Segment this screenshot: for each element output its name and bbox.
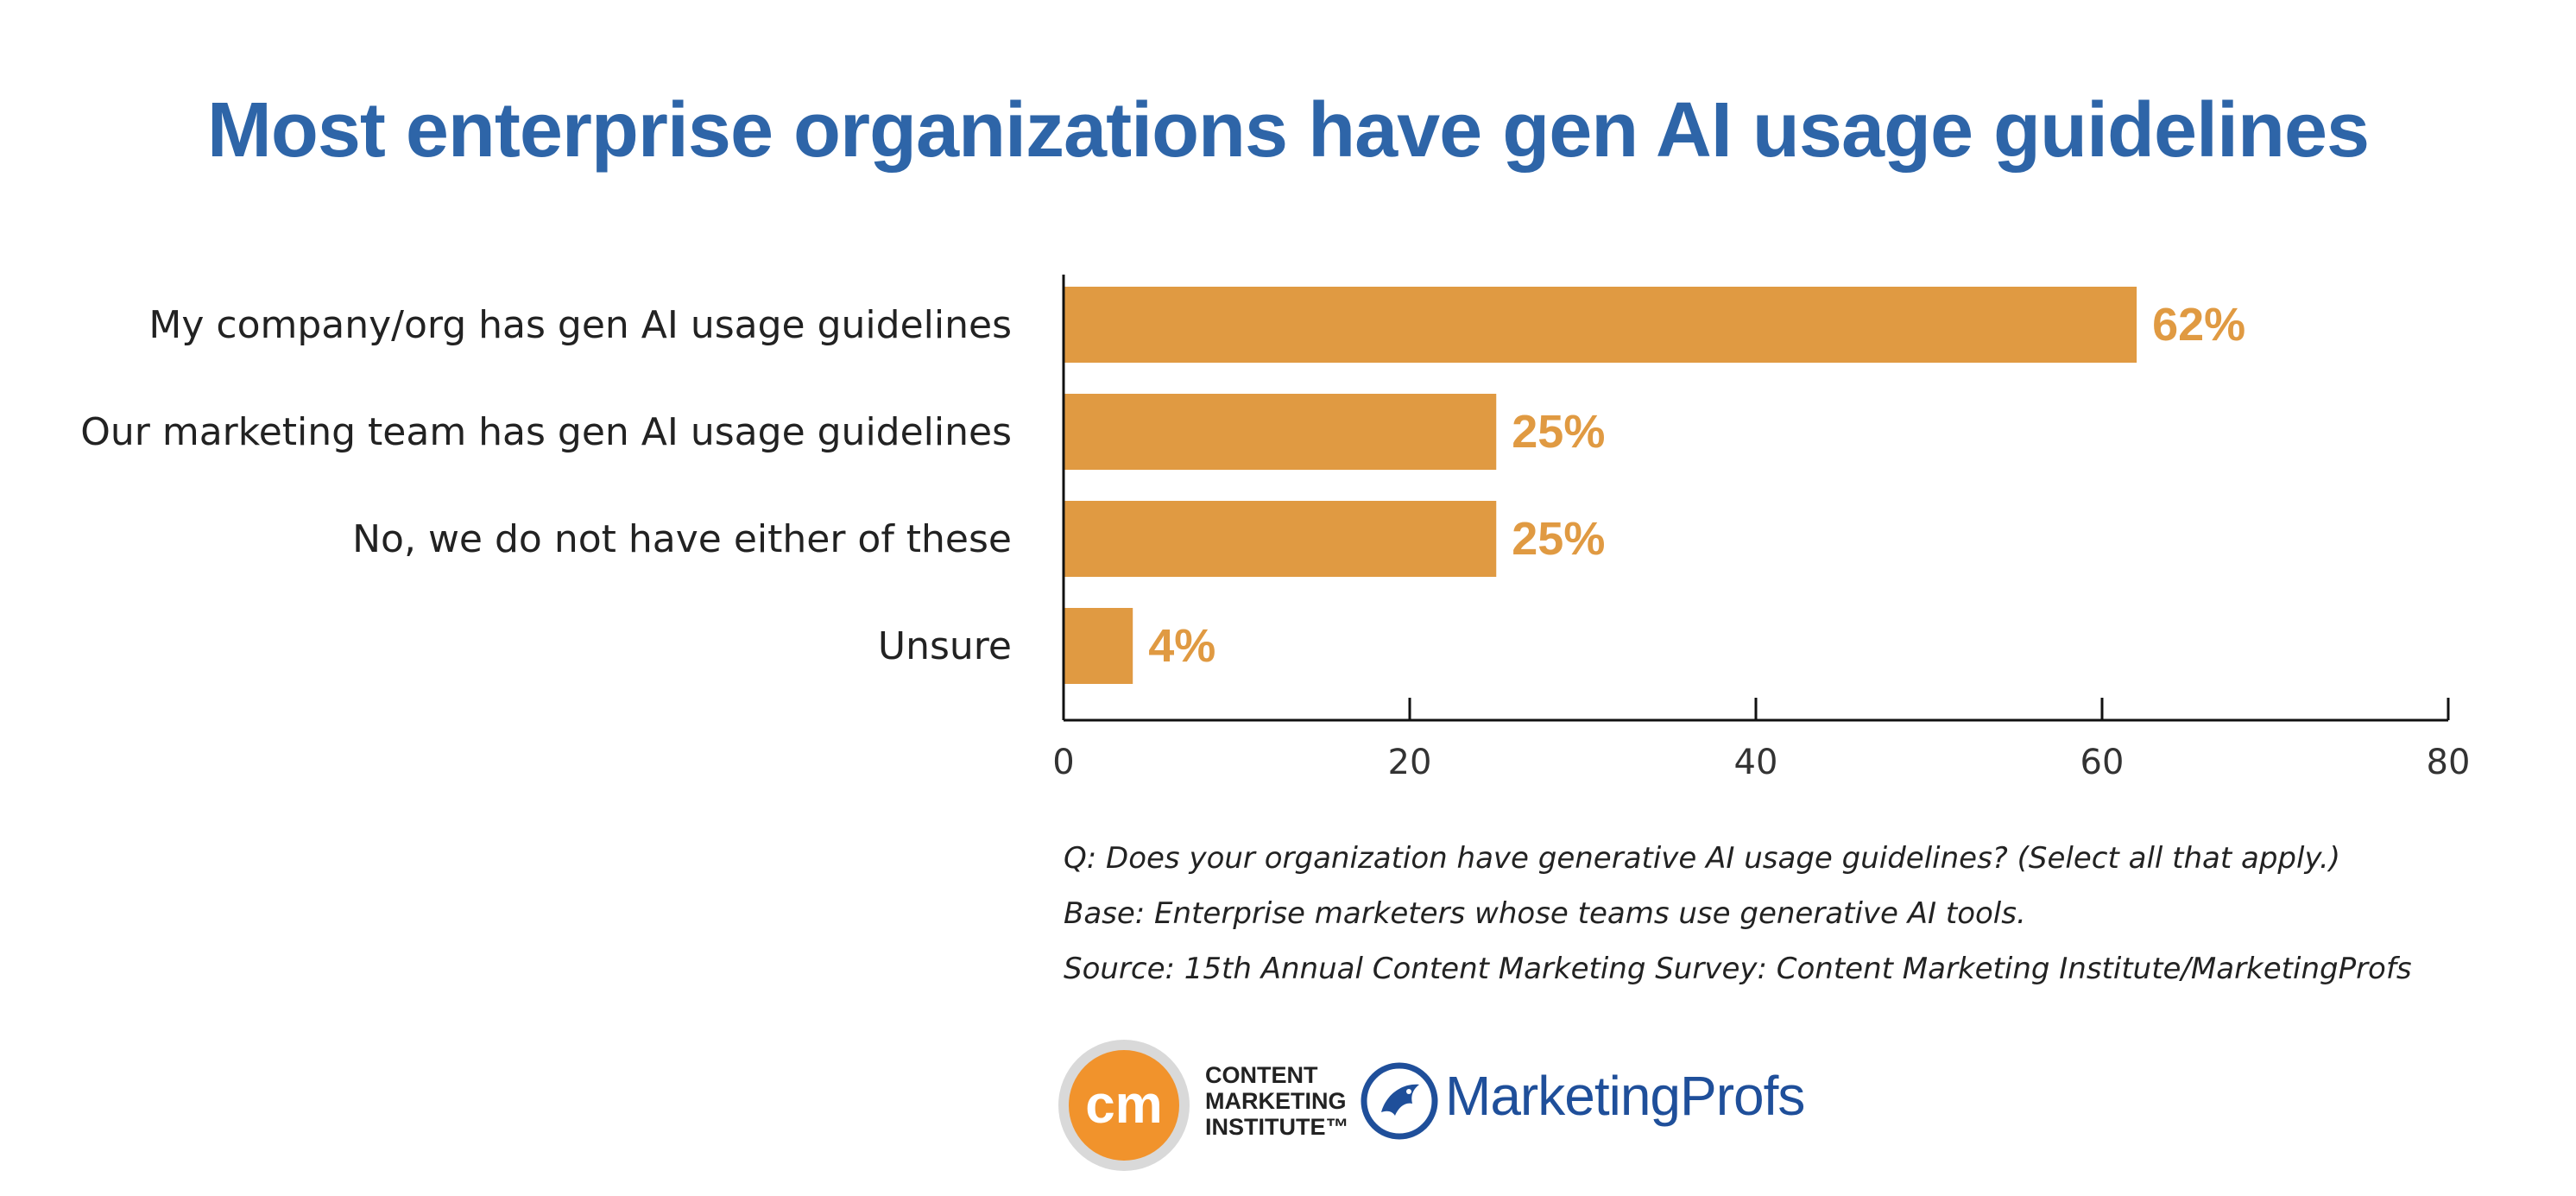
marketingprofs-bird-icon — [1361, 1062, 1438, 1140]
note-base: Base: Enterprise marketers whose teams u… — [1064, 896, 2026, 931]
x-tick-label: 60 — [2080, 743, 2125, 782]
category-label: My company/org has gen AI usage guidelin… — [148, 303, 1012, 347]
bar — [1064, 608, 1133, 684]
category-label: Our marketing team has gen AI usage guid… — [80, 410, 1012, 454]
note-source: Source: 15th Annual Content Marketing Su… — [1064, 952, 2412, 986]
chart-notes: Q: Does your organization have generativ… — [1064, 831, 2412, 997]
x-tick-label: 80 — [2427, 743, 2471, 782]
bar — [1064, 287, 2137, 363]
logos: cm CONTENT MARKETING INSTITUTE™ Marketin… — [1055, 1036, 1832, 1174]
value-label: 25% — [1512, 406, 1605, 458]
cmi-logo-icon: cm — [1058, 1040, 1190, 1171]
bar-chart: My company/org has gen AI usage guidelin… — [80, 275, 2471, 782]
category-label: No, we do not have either of these — [352, 517, 1012, 561]
value-label: 62% — [2152, 299, 2245, 351]
x-tick-label: 40 — [1734, 743, 1778, 782]
value-label: 4% — [1148, 620, 1215, 672]
note-question: Q: Does your organization have generativ… — [1064, 841, 2340, 876]
cmi-wordmark: CONTENT MARKETING INSTITUTE™ — [1205, 1062, 1349, 1140]
bar — [1064, 501, 1497, 577]
category-label: Unsure — [878, 624, 1012, 668]
value-label: 25% — [1512, 513, 1605, 565]
cmi-mark: cm — [1085, 1075, 1163, 1135]
chart-title: Most enterprise organizations have gen A… — [206, 87, 2370, 174]
x-tick-label: 0 — [1052, 743, 1074, 782]
marketingprofs-wordmark: MarketingProfs — [1445, 1065, 1805, 1127]
x-tick-label: 20 — [1388, 743, 1432, 782]
cmi-line-2: MARKETING — [1205, 1088, 1347, 1114]
cmi-line-1: CONTENT — [1205, 1062, 1318, 1088]
cmi-line-3: INSTITUTE™ — [1205, 1114, 1349, 1140]
bar — [1064, 394, 1497, 470]
